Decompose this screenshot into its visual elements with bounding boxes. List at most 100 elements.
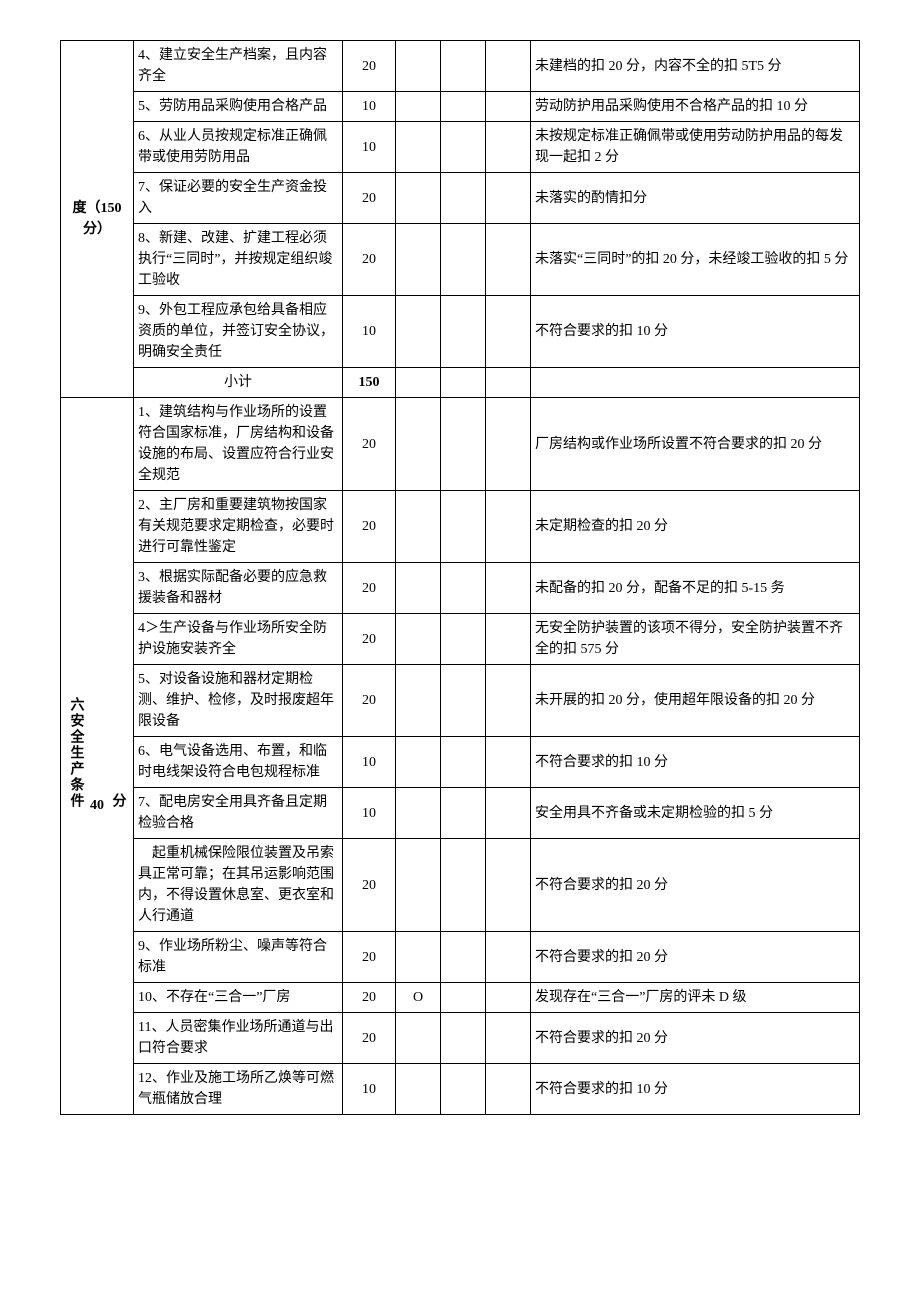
row-note: 未落实“三同时”的扣 20 分，未经竣工验收的扣 5 分 xyxy=(531,224,860,296)
row-desc: 4、建立安全生产档案，且内容齐全 xyxy=(134,41,343,92)
row-note: 未落实的酌情扣分 xyxy=(531,173,860,224)
row-blank-b xyxy=(441,788,486,839)
subtotal-blank-b xyxy=(441,368,486,398)
row-note: 未开展的扣 20 分，使用超年限设备的扣 20 分 xyxy=(531,665,860,737)
table-row: 6、电气设备选用、布置，和临时电线架设符合电包规程标准 10 不符合要求的扣 1… xyxy=(61,737,860,788)
row-desc: 4＞生产设备与作业场所安全防护设施安装齐全 xyxy=(134,614,343,665)
row-blank-a xyxy=(396,224,441,296)
subtotal-row: 小计 150 xyxy=(61,368,860,398)
row-note: 无安全防护装置的该项不得分，安全防护装置不齐全的扣 575 分 xyxy=(531,614,860,665)
row-note: 未建档的扣 20 分，内容不全的扣 5T5 分 xyxy=(531,41,860,92)
row-blank-b xyxy=(441,224,486,296)
section6-header-score: 40 xyxy=(90,798,108,813)
row-score: 10 xyxy=(343,788,396,839)
subtotal-blank-a xyxy=(396,368,441,398)
row-desc: 起重机械保险限位装置及吊索具正常可靠；在其吊运影响范围内，不得设置休息室、更衣室… xyxy=(134,839,343,932)
row-desc: 9、作业场所粉尘、噪声等符合标准 xyxy=(134,932,343,983)
row-desc: 6、从业人员按规定标准正确佩带或使用劳防用品 xyxy=(134,122,343,173)
row-note: 不符合要求的扣 20 分 xyxy=(531,1013,860,1064)
row-blank-a xyxy=(396,398,441,491)
row-score: 20 xyxy=(343,173,396,224)
table-row: 起重机械保险限位装置及吊索具正常可靠；在其吊运影响范围内，不得设置休息室、更衣室… xyxy=(61,839,860,932)
row-blank-b xyxy=(441,983,486,1013)
table-row: 4＞生产设备与作业场所安全防护设施安装齐全 20 无安全防护装置的该项不得分，安… xyxy=(61,614,860,665)
row-score: 10 xyxy=(343,737,396,788)
row-note: 不符合要求的扣 10 分 xyxy=(531,296,860,368)
row-note: 不符合要求的扣 20 分 xyxy=(531,932,860,983)
subtotal-blank-c xyxy=(486,368,531,398)
row-blank-a xyxy=(396,296,441,368)
row-desc: 11、人员密集作业场所通道与出口符合要求 xyxy=(134,1013,343,1064)
row-score: 10 xyxy=(343,92,396,122)
row-blank-b xyxy=(441,1013,486,1064)
row-desc: 7、配电房安全用具齐备且定期检验合格 xyxy=(134,788,343,839)
row-score: 10 xyxy=(343,296,396,368)
row-score: 10 xyxy=(343,122,396,173)
row-score: 20 xyxy=(343,491,396,563)
row-note: 厂房结构或作业场所设置不符合要求的扣 20 分 xyxy=(531,398,860,491)
table-row: 9、作业场所粉尘、噪声等符合标准 20 不符合要求的扣 20 分 xyxy=(61,932,860,983)
row-blank-a xyxy=(396,173,441,224)
section5-header: 度（150分） xyxy=(61,41,134,398)
row-blank-c xyxy=(486,737,531,788)
table-row: 3、根据实际配备必要的应急救援装备和器材 20 未配备的扣 20 分，配备不足的… xyxy=(61,563,860,614)
table-row: 8、新建、改建、扩建工程必须执行“三同时”，并按规定组织竣工验收 20 未落实“… xyxy=(61,224,860,296)
row-blank-c xyxy=(486,122,531,173)
table-row: 7、配电房安全用具齐备且定期检验合格 10 安全用具不齐备或未定期检验的扣 5 … xyxy=(61,788,860,839)
row-desc: 5、对设备设施和器材定期检测、维护、检修，及时报废超年限设备 xyxy=(134,665,343,737)
row-blank-a xyxy=(396,665,441,737)
row-blank-c xyxy=(486,665,531,737)
row-blank-a xyxy=(396,1013,441,1064)
row-blank-b xyxy=(441,122,486,173)
table-row: 12、作业及施工场所乙焕等可燃气瓶储放合理 10 不符合要求的扣 10 分 xyxy=(61,1064,860,1115)
row-score: 20 xyxy=(343,224,396,296)
row-blank-a xyxy=(396,491,441,563)
row-desc: 10、不存在“三合一”厂房 xyxy=(134,983,343,1013)
row-note: 未定期检查的扣 20 分 xyxy=(531,491,860,563)
row-blank-c xyxy=(486,932,531,983)
row-blank-b xyxy=(441,92,486,122)
row-blank-a xyxy=(396,788,441,839)
section6-header-unit: 分 xyxy=(108,793,129,809)
section6-header: 六安全生产条件 40 分 xyxy=(61,398,134,1115)
row-blank-c xyxy=(486,41,531,92)
row-blank-b xyxy=(441,491,486,563)
row-blank-b xyxy=(441,398,486,491)
row-blank-c xyxy=(486,92,531,122)
row-score: 20 xyxy=(343,932,396,983)
row-desc: 5、劳防用品采购使用合格产品 xyxy=(134,92,343,122)
row-score: 20 xyxy=(343,1013,396,1064)
table-row: 度（150分） 4、建立安全生产档案，且内容齐全 20 未建档的扣 20 分，内… xyxy=(61,41,860,92)
row-score: 20 xyxy=(343,41,396,92)
table-row: 6、从业人员按规定标准正确佩带或使用劳防用品 10 未按规定标准正确佩带或使用劳… xyxy=(61,122,860,173)
row-score: 20 xyxy=(343,563,396,614)
row-desc: 9、外包工程应承包给具备相应资质的单位，并签订安全协议，明确安全责任 xyxy=(134,296,343,368)
row-desc: 3、根据实际配备必要的应急救援装备和器材 xyxy=(134,563,343,614)
table-row: 2、主厂房和重要建筑物按国家有关规范要求定期检查，必要时进行可靠性鉴定 20 未… xyxy=(61,491,860,563)
row-note: 安全用具不齐备或未定期检验的扣 5 分 xyxy=(531,788,860,839)
row-blank-a xyxy=(396,563,441,614)
row-blank-c xyxy=(486,491,531,563)
row-note: 不符合要求的扣 20 分 xyxy=(531,839,860,932)
row-blank-c xyxy=(486,1013,531,1064)
row-blank-c xyxy=(486,1064,531,1115)
row-score: 20 xyxy=(343,398,396,491)
row-blank-a xyxy=(396,41,441,92)
row-desc: 2、主厂房和重要建筑物按国家有关规范要求定期检查，必要时进行可靠性鉴定 xyxy=(134,491,343,563)
row-blank-c xyxy=(486,173,531,224)
row-blank-a xyxy=(396,92,441,122)
row-score: 20 xyxy=(343,665,396,737)
row-note: 发现存在“三合一”厂房的评未 D 级 xyxy=(531,983,860,1013)
row-blank-b xyxy=(441,932,486,983)
row-blank-b xyxy=(441,614,486,665)
table-row: 10、不存在“三合一”厂房 20 O 发现存在“三合一”厂房的评未 D 级 xyxy=(61,983,860,1013)
row-desc: 1、建筑结构与作业场所的设置符合国家标准，厂房结构和设备设施的布局、设置应符合行… xyxy=(134,398,343,491)
row-blank-c xyxy=(486,788,531,839)
row-blank-c xyxy=(486,563,531,614)
row-note: 不符合要求的扣 10 分 xyxy=(531,737,860,788)
row-blank-c xyxy=(486,398,531,491)
row-note: 未配备的扣 20 分，配备不足的扣 5-15 务 xyxy=(531,563,860,614)
row-blank-c xyxy=(486,296,531,368)
table-row: 5、劳防用品采购使用合格产品 10 劳动防护用品采购使用不合格产品的扣 10 分 xyxy=(61,92,860,122)
section6-header-text: 六安全生产条件 xyxy=(66,697,87,809)
